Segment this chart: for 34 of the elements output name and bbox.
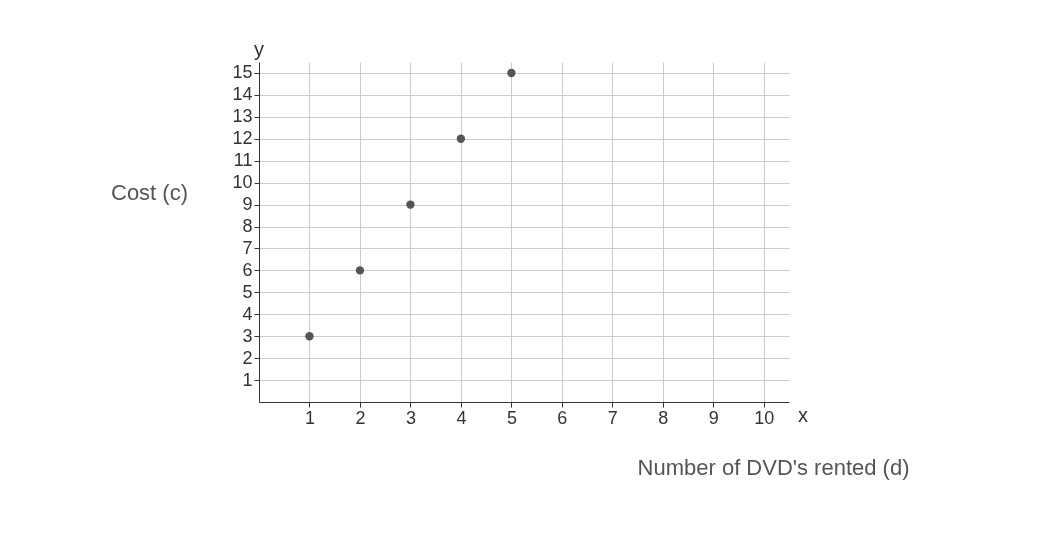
y-tick-label: 3 [242, 325, 253, 346]
y-axis-title: Cost (c) [111, 180, 188, 206]
x-tick-label: 8 [658, 407, 669, 428]
y-tick-label: 1 [242, 369, 253, 390]
x-tick-label: 7 [607, 407, 618, 428]
y-tick-label: 9 [242, 194, 253, 215]
x-tick-label: 2 [355, 407, 366, 428]
x-tick-label: 6 [557, 407, 568, 428]
point [406, 200, 415, 209]
y-tick-label: 11 [233, 150, 253, 171]
x-tick-label: 1 [304, 407, 315, 428]
y-tick-label: 14 [232, 84, 253, 105]
y-tick-label: 4 [242, 303, 253, 324]
x-tick-label: 5 [506, 407, 517, 428]
y-tick-label: 6 [242, 259, 253, 280]
point [507, 68, 516, 78]
x-tick-label: 10 [754, 407, 775, 428]
point [305, 332, 314, 341]
point [456, 134, 466, 143]
y-tick-label: 13 [232, 106, 253, 127]
text: x [798, 404, 808, 426]
point [355, 266, 365, 275]
text: y [254, 38, 264, 60]
y-tick-label: 8 [242, 216, 253, 237]
x-tick-label: 4 [456, 407, 467, 428]
y-tick-label: 15 [232, 62, 253, 83]
x-tick-label: 9 [708, 407, 719, 428]
y-tick-label: 12 [232, 128, 253, 149]
y-tick-label: 5 [242, 281, 253, 302]
x-axis-title: Number of DVD's rented (d) [637, 454, 910, 480]
y-tick-label: 7 [242, 237, 253, 258]
y-tick-label: 10 [232, 172, 253, 193]
y-tick-label: 2 [242, 347, 253, 368]
x-tick-label: 3 [405, 407, 416, 428]
